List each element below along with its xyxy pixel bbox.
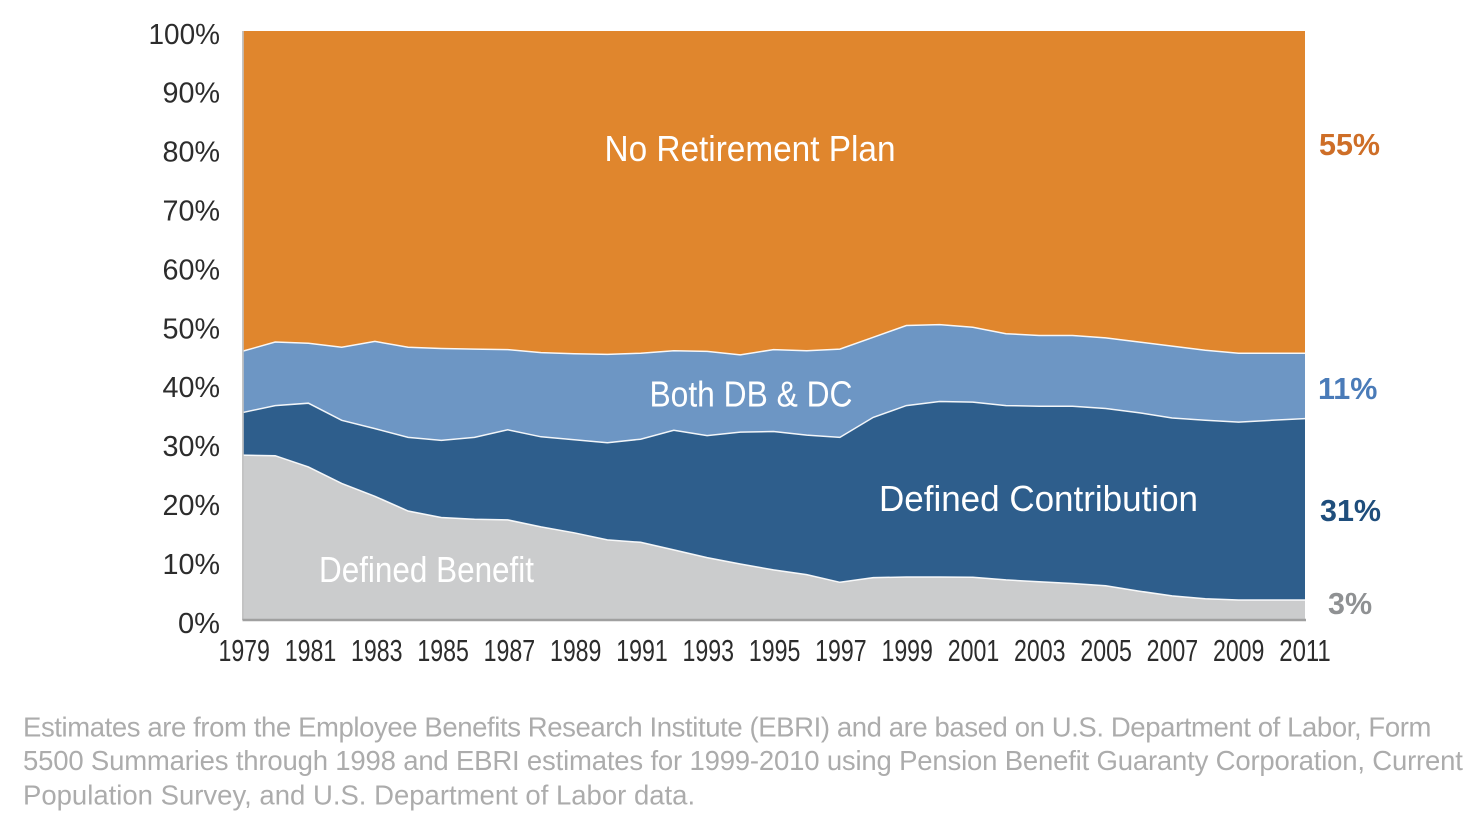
svg-text:55%: 55%: [1319, 128, 1380, 162]
svg-text:3%: 3%: [1328, 587, 1372, 621]
svg-text:1997: 1997: [815, 634, 867, 668]
svg-text:Estimates are from the Employe: Estimates are from the Employee Benefits…: [23, 712, 1431, 743]
svg-text:40%: 40%: [163, 372, 221, 404]
svg-text:90%: 90%: [163, 78, 221, 110]
svg-text:1993: 1993: [683, 634, 735, 668]
svg-text:2009: 2009: [1213, 634, 1265, 668]
svg-text:0%: 0%: [178, 608, 220, 640]
svg-text:1999: 1999: [881, 634, 933, 668]
svg-text:1995: 1995: [749, 634, 801, 668]
svg-text:5500 Summaries through 1998 an: 5500 Summaries through 1998 and EBRI est…: [23, 745, 1463, 776]
svg-text:Population Survey, and U.S. De: Population Survey, and U.S. Department o…: [23, 780, 695, 811]
svg-text:11%: 11%: [1318, 372, 1377, 406]
svg-text:50%: 50%: [163, 313, 221, 345]
svg-text:70%: 70%: [163, 196, 221, 228]
svg-text:31%: 31%: [1320, 494, 1381, 528]
svg-text:1987: 1987: [484, 634, 536, 668]
svg-text:1981: 1981: [285, 634, 337, 668]
svg-text:1983: 1983: [351, 634, 403, 668]
svg-text:1991: 1991: [616, 634, 668, 668]
svg-text:20%: 20%: [163, 490, 221, 522]
svg-text:Defined Contribution: Defined Contribution: [879, 478, 1198, 519]
svg-text:2007: 2007: [1147, 634, 1199, 668]
svg-text:Defined Benefit: Defined Benefit: [319, 549, 534, 590]
svg-text:1989: 1989: [550, 634, 602, 668]
svg-text:30%: 30%: [163, 431, 221, 463]
svg-text:60%: 60%: [163, 254, 221, 286]
svg-text:2001: 2001: [948, 634, 1000, 668]
svg-text:No Retirement Plan: No Retirement Plan: [605, 128, 896, 169]
svg-text:80%: 80%: [163, 137, 221, 169]
svg-text:1979: 1979: [218, 634, 270, 668]
svg-text:Both DB & DC: Both DB & DC: [650, 374, 853, 415]
svg-text:2011: 2011: [1279, 634, 1331, 668]
svg-text:2005: 2005: [1080, 634, 1132, 668]
svg-text:100%: 100%: [149, 19, 221, 51]
svg-text:1985: 1985: [417, 634, 469, 668]
svg-text:2003: 2003: [1014, 634, 1066, 668]
svg-text:10%: 10%: [163, 549, 221, 581]
